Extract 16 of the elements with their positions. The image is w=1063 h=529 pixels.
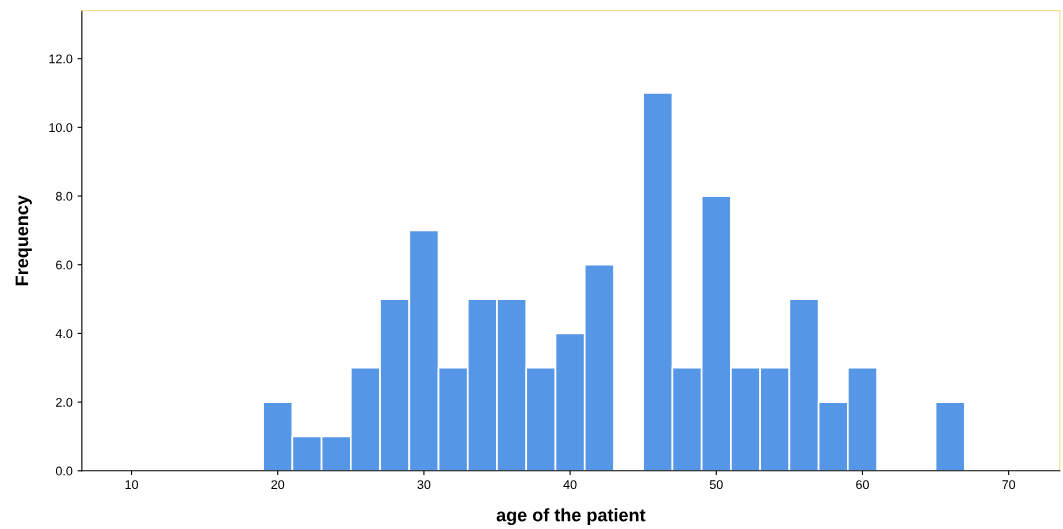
x-tick-label: 20: [271, 480, 285, 490]
x-tick-label: 50: [709, 480, 723, 490]
y-axis-title: Frequency: [15, 195, 32, 286]
x-tick-label: 40: [563, 480, 577, 490]
x-tick-label: 70: [1002, 480, 1016, 490]
x-tick-label: 60: [856, 480, 869, 490]
y-tick-label: 6.0: [56, 260, 73, 270]
y-tick-label: 12.0: [49, 54, 73, 64]
y-tick-label: 2.0: [56, 397, 73, 407]
y-tick-label: 8.0: [55, 191, 73, 201]
y-tick-label: 0.0: [55, 466, 73, 476]
y-tick-label: 4.0: [55, 329, 73, 339]
x-tick-label: 30: [417, 480, 431, 490]
y-tick-label: 10.0: [49, 123, 73, 133]
x-axis-title: age of the patient: [496, 508, 646, 526]
x-tick-label: 10: [125, 480, 139, 490]
